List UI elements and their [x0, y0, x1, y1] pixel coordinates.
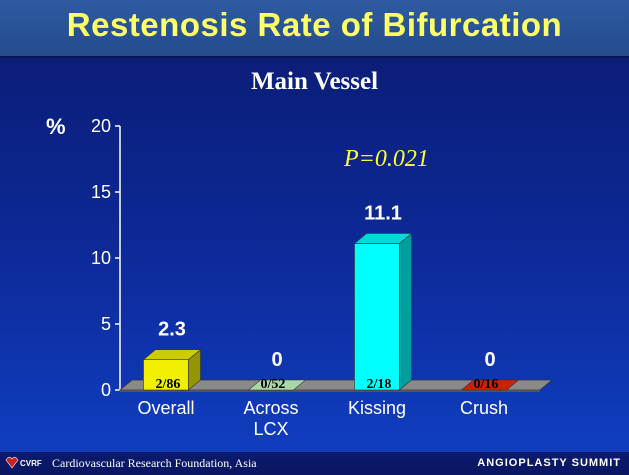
cvrf-logo: CVRF — [5, 456, 42, 469]
bar — [460, 379, 520, 391]
y-tick-label: 15 — [91, 182, 111, 202]
chart-subtitle: Main Vessel — [250, 68, 379, 95]
value-label: 0 — [271, 349, 282, 371]
y-tick-label: 0 — [101, 380, 111, 400]
fraction-label: 2/18 — [367, 377, 392, 392]
y-tick-label: 20 — [91, 116, 111, 136]
x-tick-label: Across — [243, 398, 298, 418]
fraction-label: 0/52 — [261, 377, 286, 392]
y-axis-unit: % — [46, 114, 66, 139]
slide-title: Restenosis Rate of Bifurcation — [66, 6, 563, 43]
bar — [143, 359, 189, 391]
bar-top — [353, 233, 413, 244]
title-bar — [0, 0, 629, 58]
x-tick-label: Crush — [460, 398, 508, 418]
bar — [247, 379, 307, 391]
x-tick-label: Overall — [137, 398, 194, 418]
p-value-annotation: P=0.021 — [344, 146, 429, 172]
fraction-label: 2/86 — [156, 377, 181, 392]
value-label: 11.1 — [364, 202, 402, 224]
bar-top — [142, 349, 202, 360]
footer-brand: ANGIOPLASTY SUMMIT — [477, 457, 621, 469]
x-tick-label: LCX — [253, 419, 288, 439]
value-label: 2.3 — [158, 319, 186, 341]
fraction-label: 0/16 — [474, 377, 499, 392]
y-tick-label: 5 — [101, 314, 111, 334]
footer-bar — [0, 452, 629, 475]
bar — [354, 243, 400, 391]
chart-floor-edge — [120, 390, 540, 392]
value-label: 0 — [484, 349, 495, 371]
logo-text: CVRF — [20, 459, 42, 468]
footer-organization: Cardiovascular Research Foundation, Asia — [52, 456, 257, 470]
x-tick-label: Kissing — [348, 398, 406, 418]
bar-side — [399, 232, 412, 391]
y-tick-label: 10 — [91, 248, 111, 268]
